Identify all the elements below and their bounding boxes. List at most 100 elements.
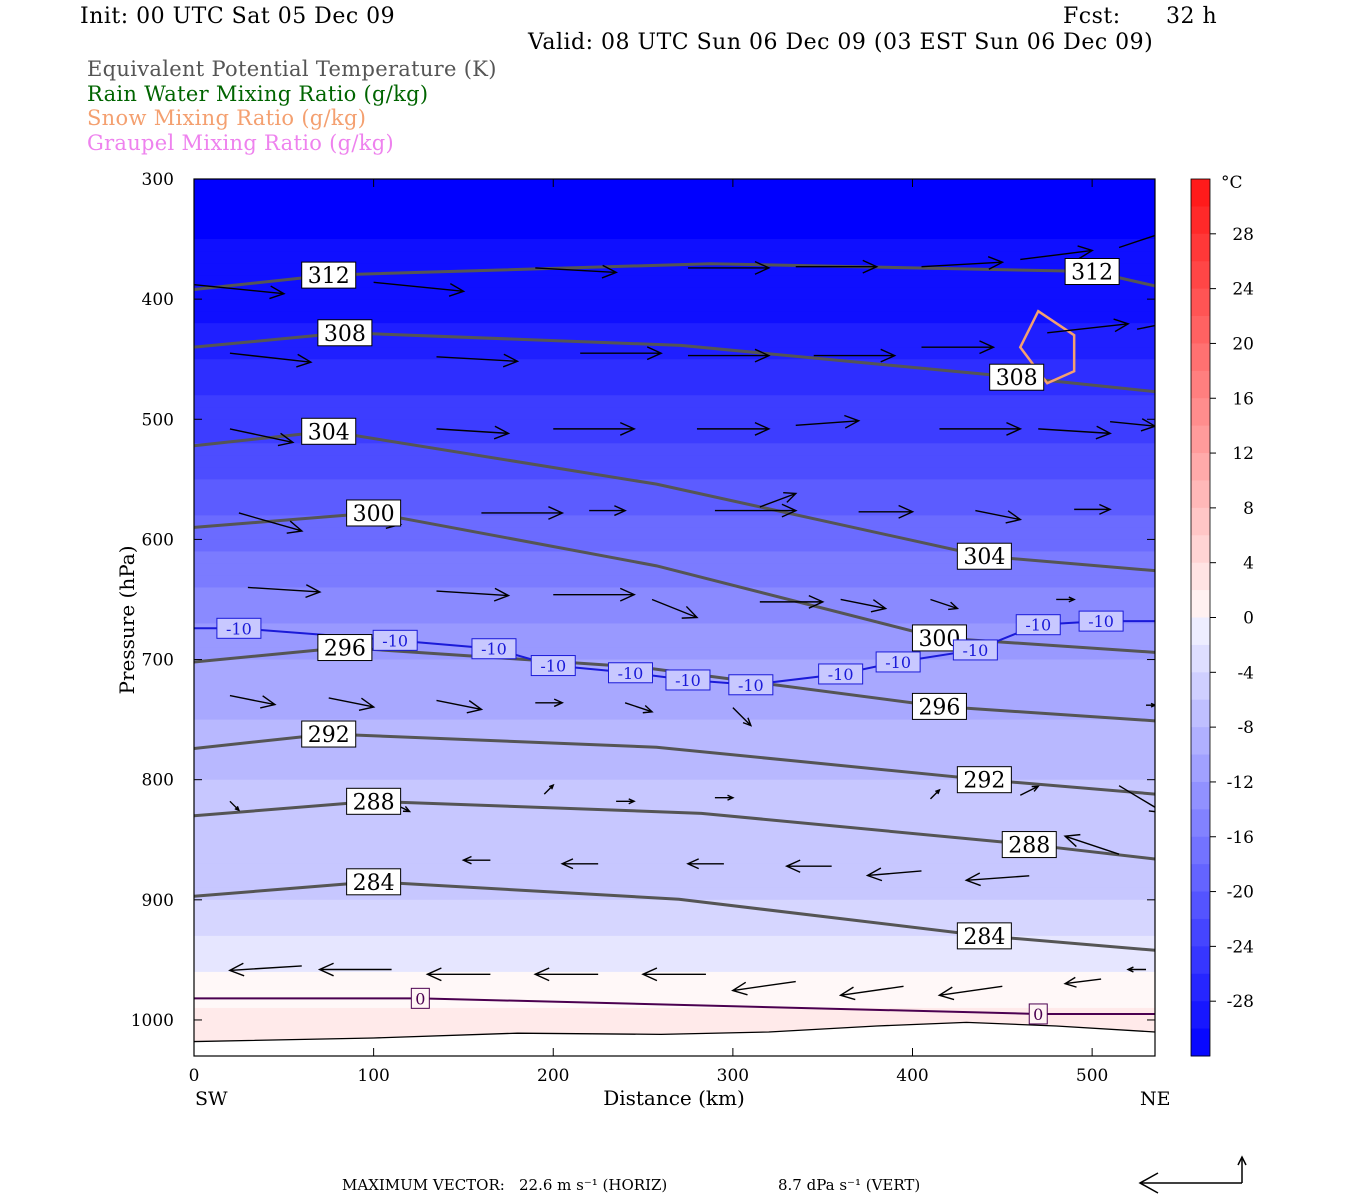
- colorbar-segment: [1191, 480, 1210, 509]
- y-tick-label: 600: [142, 530, 174, 550]
- wind-vector: [229, 352, 313, 368]
- isotherm-zero: [194, 997, 1155, 1015]
- colorbar-tick-label: -12: [1227, 773, 1254, 793]
- wind-vector: [1110, 418, 1155, 432]
- theta-e-label: 312: [308, 264, 350, 289]
- isotherm-label-box: [471, 638, 517, 660]
- wind-vector: [553, 421, 636, 436]
- wind-vector: [731, 980, 796, 996]
- x-tick-label: 400: [896, 1066, 928, 1086]
- theta-e-label-box: [989, 363, 1045, 391]
- temperature-band: [194, 587, 1155, 601]
- max-vector-label: MAXIMUM VECTOR:: [342, 1176, 505, 1194]
- y-tick-label: 400: [142, 290, 174, 310]
- colorbar-segment: [1191, 261, 1210, 290]
- wind-vector: [651, 598, 699, 619]
- isotherm-label-box: [410, 987, 430, 1009]
- colorbar-segment: [1191, 836, 1210, 865]
- wind-vector: [840, 598, 888, 613]
- theta-e-label: 300: [353, 502, 395, 527]
- isotherm-label-box: [216, 617, 262, 639]
- wind-vector: [553, 587, 636, 602]
- wind-vector: [1074, 503, 1112, 515]
- temperature-band: [194, 431, 1155, 444]
- temperature-band: [194, 983, 1155, 997]
- theta-e-contour-284: [194, 880, 1155, 952]
- y-axis-label: Pressure (hPa): [115, 546, 139, 695]
- init-time: Init: 00 UTC Sat 05 Dec 09: [80, 4, 396, 29]
- wind-vector: [1019, 785, 1040, 796]
- isotherm-label-box: [607, 662, 653, 684]
- colorbar-segment: [1191, 809, 1210, 838]
- theta-e-label-box: [346, 499, 402, 527]
- x-tick-label: 100: [357, 1066, 389, 1086]
- colorbar-segment: [1191, 918, 1210, 947]
- colorbar-unit: °C: [1221, 173, 1243, 193]
- wind-vector: [795, 414, 861, 429]
- wind-vector: [580, 346, 663, 361]
- temperature-band: [194, 707, 1155, 721]
- isotherm-label: -10: [828, 665, 854, 684]
- temperature-band: [194, 251, 1155, 264]
- max-vector-horizontal: 22.6 m s⁻¹ (HORIZ): [519, 1176, 668, 1194]
- colorbar-segment: [1191, 672, 1210, 701]
- wind-vector: [975, 509, 1023, 524]
- theta-e-label-box: [1001, 831, 1057, 859]
- temperature-band: [194, 719, 1155, 733]
- temperature-band: [194, 347, 1155, 360]
- wind-vector: [865, 867, 922, 882]
- plot-frame: [193, 178, 1156, 1057]
- surface-line: [194, 1021, 1155, 1043]
- temperature-band: [194, 215, 1155, 228]
- colorbar-segment: [1191, 288, 1210, 317]
- theta-e-label: 292: [308, 723, 350, 748]
- wind-vector: [921, 256, 1005, 270]
- colorbar-segment: [1191, 617, 1210, 646]
- temperature-band: [194, 407, 1155, 420]
- theta-e-label: 284: [963, 925, 1005, 950]
- wind-vector: [436, 353, 520, 368]
- isotherm-label: -10: [481, 640, 507, 659]
- wind-vector: [560, 858, 599, 870]
- wind-vector: [641, 967, 706, 982]
- temperature-band: [194, 575, 1155, 589]
- legend-snow: Snow Mixing Ratio (g/kg): [87, 106, 367, 130]
- temperature-band: [194, 179, 1155, 192]
- temperature-band: [194, 695, 1155, 709]
- wind-vector: [1136, 324, 1155, 330]
- theta-e-contour-292: [194, 732, 1155, 796]
- isotherm-label-box: [818, 663, 864, 685]
- temperature-band: [194, 299, 1155, 312]
- isotherm-label-box: [1078, 610, 1124, 632]
- wind-vector: [1126, 966, 1147, 973]
- colorbar-tick-label: 28: [1232, 225, 1254, 245]
- isotherm-label-box: [1015, 614, 1061, 636]
- isotherm-label: -10: [1088, 612, 1114, 631]
- wind-vector: [795, 259, 879, 274]
- wind-vector: [481, 506, 565, 520]
- wind-vector: [436, 587, 511, 602]
- contour-labels: 312 3123083083043043003002962962922922882…: [216, 258, 1124, 1025]
- temperature-band: [194, 611, 1155, 625]
- theta-e-label: 304: [308, 420, 350, 445]
- wind-vector: [921, 340, 996, 355]
- temperature-band: [194, 479, 1155, 492]
- temperature-band: [194, 851, 1155, 865]
- temperature-band: [194, 467, 1155, 480]
- x-tick-label: 0: [189, 1066, 200, 1086]
- wind-vector: [1063, 976, 1102, 988]
- wind-vector: [535, 264, 618, 279]
- theta-e-label: 308: [996, 366, 1038, 391]
- colorbar-tick-label: 12: [1232, 444, 1254, 464]
- forecast-label: Fcst:: [1063, 4, 1121, 29]
- y-tick-label: 500: [142, 410, 174, 430]
- temperature-band: [194, 935, 1155, 949]
- temperature-band: [194, 383, 1155, 396]
- temperature-band: [194, 839, 1155, 853]
- theta-e-label: 288: [1008, 834, 1050, 859]
- colorbar-segment: [1191, 590, 1210, 618]
- wind-vector: [1118, 234, 1155, 249]
- colorbar-segment: [1191, 864, 1210, 893]
- temperature-band: [194, 443, 1155, 456]
- y-tick-label: 900: [142, 891, 174, 911]
